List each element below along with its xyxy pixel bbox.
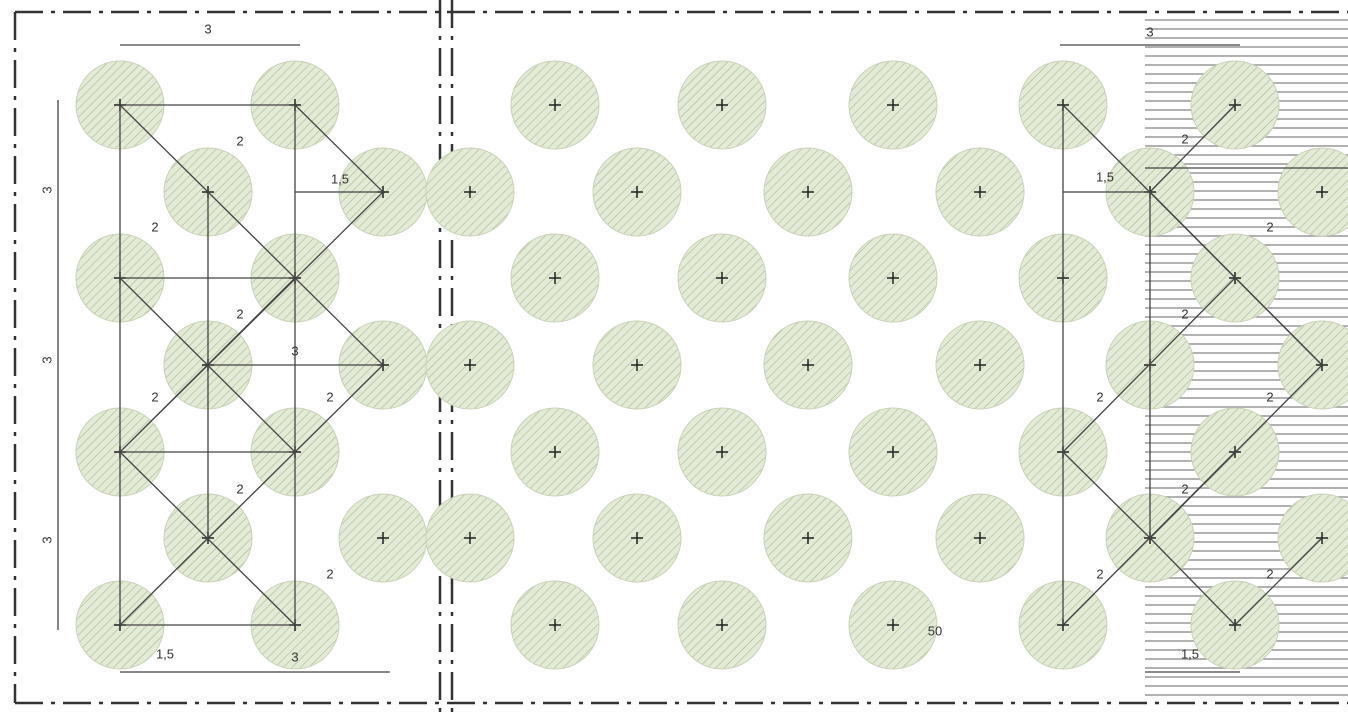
tree-center (974, 359, 986, 371)
tree-center (974, 186, 986, 198)
tree-center (549, 446, 561, 458)
tree-center (887, 272, 899, 284)
tree-center (716, 446, 728, 458)
dimension-label: 2 (1181, 481, 1188, 496)
layout-lines (57, 44, 1348, 673)
dimension-label: 50 (928, 623, 942, 638)
tree-center (802, 359, 814, 371)
dimension-label: 2 (151, 219, 158, 234)
tree-center (1316, 186, 1328, 198)
dimension-label: 2 (326, 566, 333, 581)
tree (1277, 320, 1348, 410)
dimension-label: 1,5 (1181, 646, 1199, 661)
dimension-label: 3 (39, 536, 54, 543)
dimension-label: 2 (151, 389, 158, 404)
tree-center (549, 619, 561, 631)
tree-center (631, 532, 643, 544)
dimension-label: 3 (1146, 24, 1153, 39)
dimension-label: 3 (204, 21, 211, 36)
tree-center (802, 532, 814, 544)
tree-center (464, 186, 476, 198)
tree-center (549, 99, 561, 111)
dimension-label: 1,5 (156, 646, 174, 661)
tree-center (887, 619, 899, 631)
dimension-label: 3 (39, 356, 54, 363)
layout-line (1062, 104, 1323, 626)
tree-center (887, 446, 899, 458)
dimension-label: 1,5 (331, 171, 349, 186)
tree-center (464, 532, 476, 544)
tree-center (377, 532, 389, 544)
dimension-label: 2 (1266, 389, 1273, 404)
dimension-labels: 3 3 1,5 3 1,5 3 1,5 50 3 3 3 2 2 2 2 2 2 2 2 2 2 2 2 2 2 2 1,5 (39, 21, 1273, 664)
tree-center (631, 186, 643, 198)
tree (1277, 493, 1348, 583)
dimension-label: 2 (1181, 131, 1188, 146)
tree-center (716, 99, 728, 111)
dimension-label: 1,5 (1096, 169, 1114, 184)
dimension-label: 2 (1096, 389, 1103, 404)
tree-center (549, 272, 561, 284)
dimension-label: 3 (291, 343, 298, 358)
dimension-label: 2 (236, 481, 243, 496)
tree-center (802, 186, 814, 198)
dimension-label: 2 (1266, 219, 1273, 234)
tree-center (974, 532, 986, 544)
layout-line (119, 451, 296, 626)
dimension-label: 3 (39, 186, 54, 193)
dimension-label: 2 (1181, 306, 1188, 321)
tree-center (716, 272, 728, 284)
tree-center (887, 99, 899, 111)
tree-center (716, 619, 728, 631)
dimension-label: 2 (236, 133, 243, 148)
dimension-label: 3 (291, 649, 298, 664)
tree-center (631, 359, 643, 371)
tree-center (464, 359, 476, 371)
dimension-label: 2 (1096, 566, 1103, 581)
layout-line (208, 191, 383, 366)
dimension-label: 2 (326, 389, 333, 404)
layout-line (57, 44, 1348, 673)
tree (1277, 147, 1348, 237)
dimension-label: 2 (1266, 566, 1273, 581)
dimension-label: 2 (236, 306, 243, 321)
